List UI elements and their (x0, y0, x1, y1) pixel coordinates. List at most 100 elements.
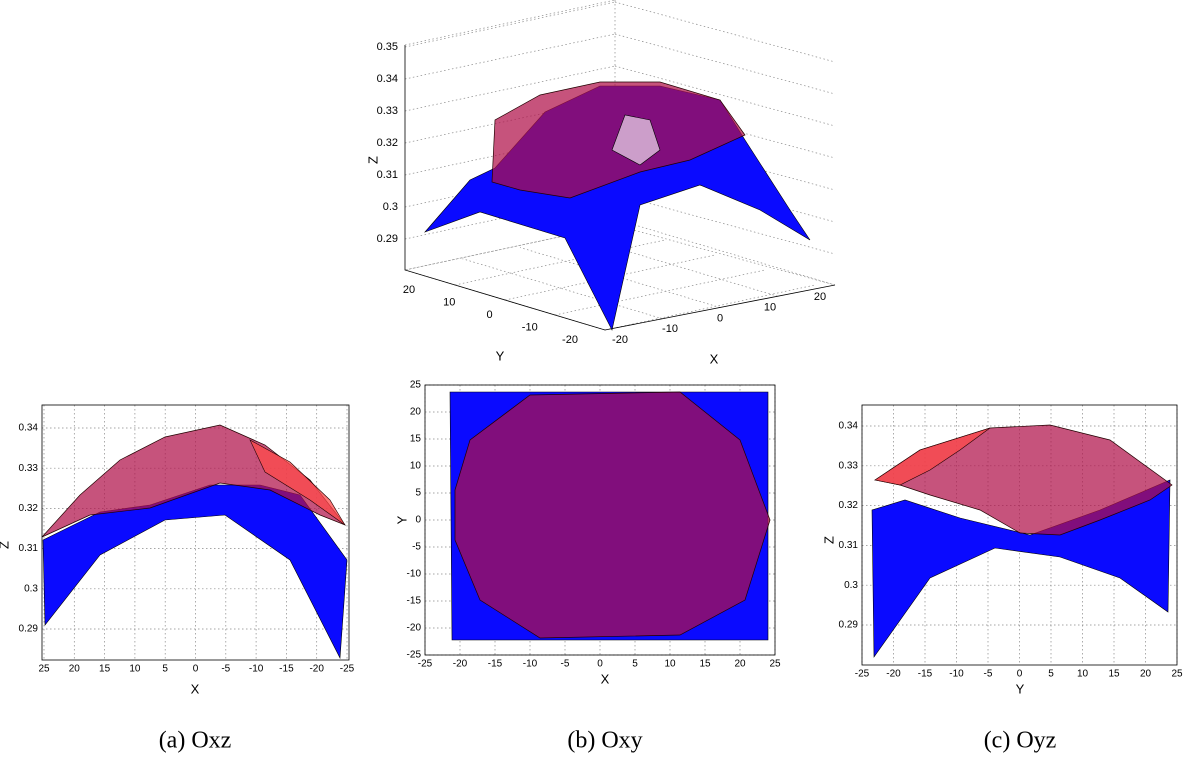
x-tick-label: -10 (662, 323, 678, 335)
y-tick-label: 5 (415, 488, 421, 499)
y-tick-label: 25 (410, 380, 422, 391)
x-tick-label: 0 (717, 312, 723, 324)
x-tick-label: -25 (855, 669, 870, 680)
z-tick-label: 0.34 (377, 73, 398, 85)
x-tick-label: -10 (523, 659, 538, 670)
x-axis-label: X (601, 671, 610, 686)
x-tick-label: 25 (1171, 669, 1183, 680)
x-axis-label: Y (1016, 681, 1025, 696)
grid-line (454, 239, 666, 286)
axes-3d-box (404, 45, 836, 331)
y-tick-label: 0.29 (839, 620, 859, 631)
surface (871, 479, 1171, 658)
z-tick-label: 0.3 (383, 201, 398, 213)
y-tick-label: 0 (415, 515, 421, 526)
y-axis-label: Z (0, 541, 11, 549)
x-tick-label: 5 (632, 659, 638, 670)
x-tick-label: -20 (886, 669, 901, 680)
caption: (b) Oxy (567, 728, 642, 754)
y-tick-label: 0.33 (839, 460, 859, 471)
x-tick-label: 25 (38, 664, 50, 675)
x-tick-label: -10 (249, 664, 264, 675)
y-tick-label: 0.34 (19, 423, 39, 434)
x-tick-label: 15 (99, 664, 111, 675)
x-tick-label: 0 (193, 664, 199, 675)
y-tick-label: 0.32 (839, 500, 859, 511)
grid-line (404, 1, 616, 48)
y-axis-label: Y (394, 515, 409, 524)
x-axis-label: X (191, 681, 200, 696)
x-tick-label: 10 (664, 659, 676, 670)
axes-box (41, 404, 350, 661)
x-tick-label: -15 (279, 664, 294, 675)
y-tick-label: -10 (522, 321, 538, 333)
x-tick-label: 0 (1017, 669, 1023, 680)
x-axis-label: X (710, 351, 719, 366)
x-tick-label: -20 (309, 664, 324, 675)
z-axis-label: Z (365, 156, 380, 164)
y-tick-label: -20 (562, 334, 578, 346)
grid-line (614, 193, 836, 255)
grid-edge (404, 0, 616, 46)
x-tick-label: 10 (1077, 669, 1089, 680)
y-tick-label: 0.31 (19, 543, 39, 554)
surface (874, 427, 991, 486)
y-tick-label: 0.31 (839, 540, 859, 551)
z-tick-label: 0.31 (377, 169, 398, 181)
y-tick-label: 20 (410, 407, 422, 418)
x-tick-label: 5 (162, 664, 168, 675)
z-tick-label: 0.33 (377, 105, 398, 117)
surface (249, 439, 346, 526)
x-tick-label: -25 (340, 664, 355, 675)
surface (454, 391, 771, 639)
y-axis-label: Y (496, 348, 505, 363)
x-tick-label: -10 (949, 669, 964, 680)
y-tick-label: 0.3 (844, 580, 858, 591)
y-tick-label: 0.32 (19, 503, 39, 514)
caption: (c) Oyz (984, 728, 1057, 754)
x-tick-label: -15 (918, 669, 933, 680)
x-tick-label: 25 (769, 659, 781, 670)
y-tick-label: 0.29 (19, 624, 39, 635)
grid-line (614, 1, 836, 63)
grid-line (577, 235, 778, 297)
x-tick-label: -25 (418, 659, 433, 670)
y-tick-label: -5 (412, 542, 421, 553)
x-tick-label: 10 (129, 664, 141, 675)
axes-box (861, 404, 1178, 666)
x-tick-label: 20 (69, 664, 81, 675)
x-tick-label: 20 (734, 659, 746, 670)
caption: (a) Oxz (159, 728, 232, 754)
x-tick-label: 5 (1048, 669, 1054, 680)
x-tick-label: -20 (453, 659, 468, 670)
y-tick-label: -25 (407, 650, 422, 661)
grid-line (404, 33, 616, 80)
y-tick-label: 10 (410, 461, 422, 472)
x-tick-label: 10 (764, 302, 776, 314)
x-tick-label: -15 (488, 659, 503, 670)
x-tick-label: 0 (597, 659, 603, 670)
grid-line (634, 224, 836, 286)
x-tick-label: -20 (612, 334, 628, 346)
axes-box (424, 384, 776, 656)
y-tick-label: -15 (407, 596, 422, 607)
z-tick-label: 0.35 (377, 41, 398, 53)
x-tick-label: 15 (699, 659, 711, 670)
x-tick-label: 15 (1108, 669, 1120, 680)
y-tick-label: 0.33 (19, 463, 39, 474)
y-tick-label: 10 (443, 296, 455, 308)
y-tick-label: -20 (407, 623, 422, 634)
x-tick-label: -5 (221, 664, 230, 675)
y-tick-label: 0.34 (839, 421, 859, 432)
z-tick-label: 0.32 (377, 137, 398, 149)
surface (611, 114, 661, 166)
grid-line (462, 258, 663, 320)
x-tick-label: 20 (1140, 669, 1152, 680)
y-tick-label: 15 (410, 434, 422, 445)
x-tick-label: 20 (814, 291, 826, 303)
y-axis-label: Z (821, 536, 836, 544)
x-tick-label: -5 (561, 659, 570, 670)
x-tick-label: -5 (984, 669, 993, 680)
